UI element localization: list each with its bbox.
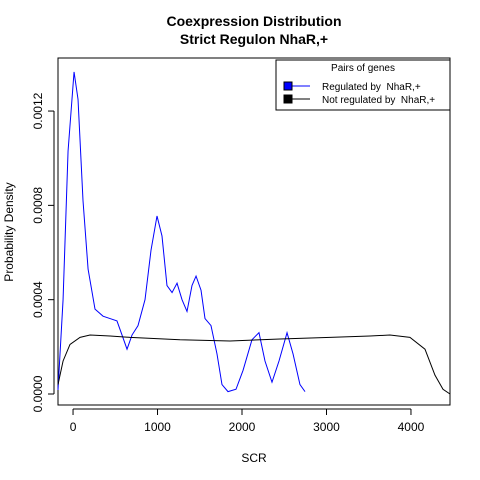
y-tick-label: 0.0012: [31, 92, 45, 129]
chart-subtitle: Strict Regulon NhaR,+: [180, 31, 328, 47]
y-axis-label: Probability Density: [2, 182, 16, 281]
x-tick-label: 2000: [229, 420, 256, 434]
x-axis-label: SCR: [241, 451, 267, 465]
legend-swatch: [283, 94, 293, 104]
x-tick-label: 4000: [398, 420, 425, 434]
legend-box: [275, 59, 451, 111]
density-line: [57, 71, 306, 393]
legend-swatch: [283, 81, 293, 91]
x-tick-label: 0: [70, 420, 77, 434]
y-tick-label: 0.0000: [31, 375, 45, 412]
legend-label: Not regulated by NhaR,+: [322, 95, 435, 106]
x-tick-label: 3000: [313, 420, 340, 434]
density-line: [57, 334, 451, 395]
plot-frame: [57, 57, 451, 406]
x-tick-label: 1000: [144, 420, 171, 434]
chart-title: Coexpression Distribution: [166, 13, 341, 29]
y-tick-label: 0.0004: [31, 281, 45, 318]
legend-label: Regulated by NhaR,+: [322, 82, 421, 93]
legend-title: Pairs of genes: [331, 63, 395, 74]
y-tick-label: 0.0008: [31, 187, 45, 224]
